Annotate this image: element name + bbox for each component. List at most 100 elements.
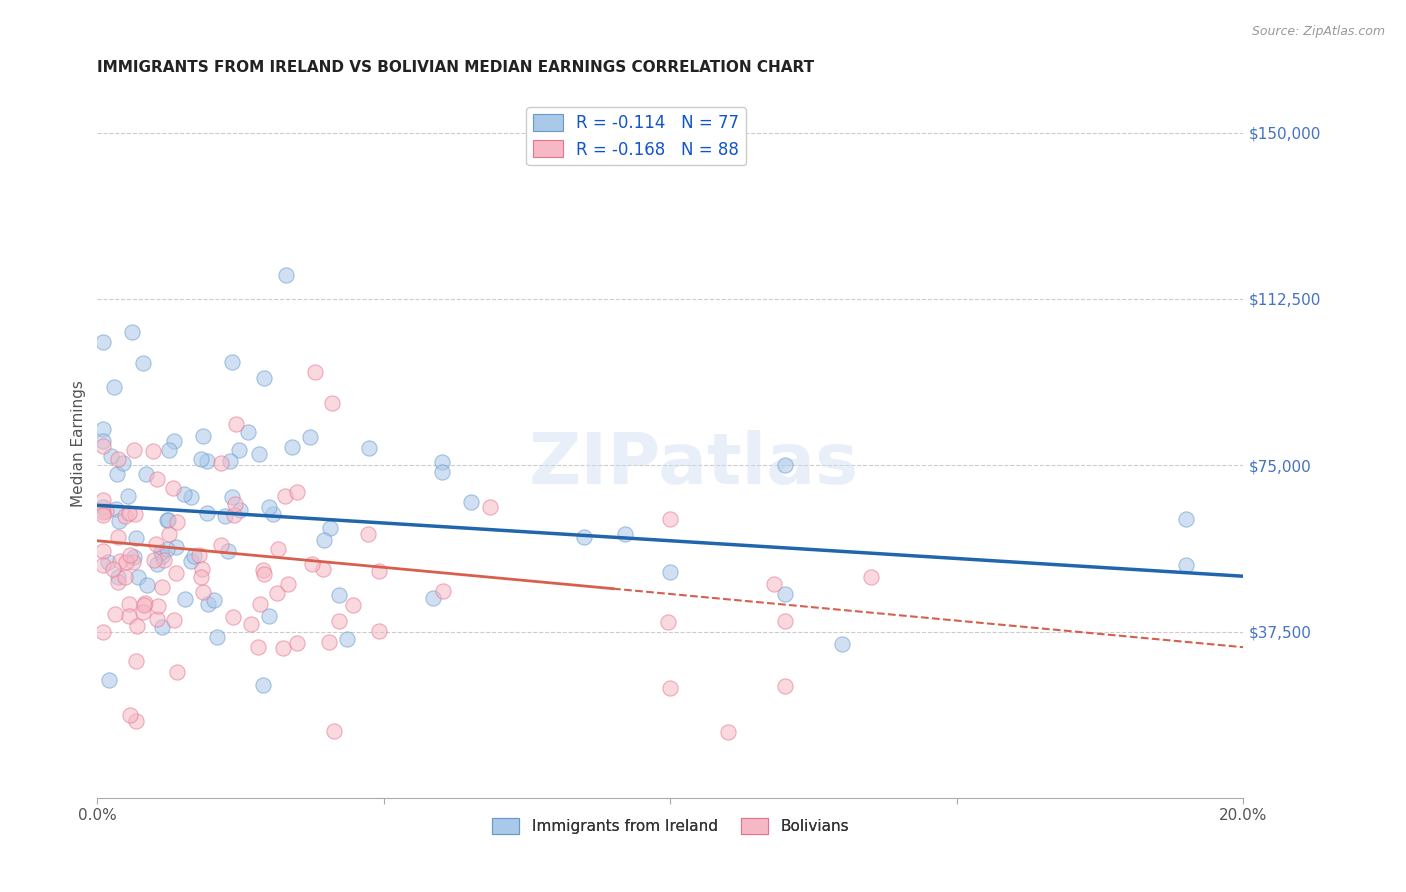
Point bbox=[422, 591, 444, 606]
Point bbox=[267, 541, 290, 556]
Point bbox=[107, 530, 129, 544]
Point bbox=[430, 465, 453, 479]
Point bbox=[122, 549, 145, 564]
Point bbox=[479, 500, 502, 514]
Point bbox=[157, 526, 180, 541]
Point bbox=[222, 508, 245, 522]
Point bbox=[659, 511, 682, 525]
Point bbox=[111, 456, 134, 470]
Point bbox=[762, 577, 785, 591]
Point bbox=[432, 584, 454, 599]
Point bbox=[125, 654, 148, 668]
Point bbox=[121, 325, 143, 339]
Point bbox=[118, 506, 141, 520]
Point bbox=[91, 439, 114, 453]
Point bbox=[328, 589, 350, 603]
Point bbox=[173, 487, 195, 501]
Point bbox=[274, 489, 297, 503]
Point bbox=[91, 434, 114, 449]
Point bbox=[180, 490, 202, 504]
Point bbox=[108, 514, 131, 528]
Point bbox=[214, 508, 236, 523]
Point bbox=[285, 484, 308, 499]
Point bbox=[1175, 558, 1198, 572]
Point bbox=[312, 533, 335, 547]
Point bbox=[574, 530, 596, 544]
Point bbox=[224, 497, 246, 511]
Point bbox=[91, 625, 114, 640]
Point bbox=[156, 542, 179, 557]
Point bbox=[193, 585, 215, 599]
Point bbox=[91, 500, 114, 515]
Point bbox=[225, 417, 247, 432]
Point bbox=[166, 665, 188, 679]
Point bbox=[276, 268, 298, 282]
Point bbox=[162, 481, 184, 495]
Point bbox=[157, 442, 180, 457]
Point bbox=[281, 440, 304, 454]
Point bbox=[183, 549, 205, 563]
Point bbox=[773, 679, 796, 693]
Point bbox=[91, 508, 114, 522]
Text: ZIPatlas: ZIPatlas bbox=[529, 430, 859, 499]
Point bbox=[153, 552, 176, 566]
Point bbox=[240, 616, 263, 631]
Point bbox=[266, 585, 288, 599]
Point bbox=[125, 714, 148, 729]
Point bbox=[91, 334, 114, 349]
Point bbox=[97, 555, 120, 569]
Text: Source: ZipAtlas.com: Source: ZipAtlas.com bbox=[1251, 25, 1385, 38]
Point bbox=[253, 567, 276, 582]
Point bbox=[142, 443, 165, 458]
Point bbox=[107, 452, 129, 467]
Point bbox=[174, 591, 197, 606]
Point bbox=[125, 531, 148, 545]
Point bbox=[163, 434, 186, 449]
Point bbox=[146, 612, 169, 626]
Point bbox=[124, 508, 146, 522]
Point bbox=[118, 597, 141, 611]
Point bbox=[328, 614, 350, 628]
Point bbox=[145, 536, 167, 550]
Point bbox=[135, 467, 157, 481]
Point bbox=[105, 467, 128, 481]
Point bbox=[149, 544, 172, 558]
Point bbox=[103, 562, 125, 576]
Point bbox=[122, 556, 145, 570]
Point bbox=[717, 724, 740, 739]
Point bbox=[114, 555, 136, 569]
Point bbox=[657, 615, 679, 629]
Point bbox=[247, 447, 270, 461]
Point bbox=[357, 441, 380, 455]
Point bbox=[165, 540, 187, 554]
Point bbox=[166, 515, 188, 529]
Point bbox=[773, 586, 796, 600]
Point bbox=[150, 549, 173, 564]
Point bbox=[430, 454, 453, 468]
Point bbox=[146, 557, 169, 571]
Point bbox=[197, 597, 219, 611]
Legend: Immigrants from Ireland, Bolivians: Immigrants from Ireland, Bolivians bbox=[486, 812, 855, 840]
Point bbox=[114, 570, 136, 584]
Point bbox=[659, 565, 682, 579]
Point bbox=[301, 558, 323, 572]
Point bbox=[221, 490, 243, 504]
Point bbox=[247, 640, 270, 654]
Point bbox=[460, 494, 482, 508]
Point bbox=[91, 492, 114, 507]
Point bbox=[249, 597, 271, 611]
Point bbox=[252, 563, 274, 577]
Point bbox=[118, 609, 141, 624]
Point bbox=[91, 422, 114, 436]
Point bbox=[127, 570, 149, 584]
Point bbox=[1175, 511, 1198, 525]
Point bbox=[298, 430, 321, 444]
Point bbox=[273, 640, 295, 655]
Point bbox=[367, 564, 389, 578]
Point bbox=[143, 553, 166, 567]
Point bbox=[229, 503, 252, 517]
Point bbox=[127, 619, 149, 633]
Point bbox=[193, 429, 215, 443]
Point bbox=[209, 538, 232, 552]
Point bbox=[91, 558, 114, 572]
